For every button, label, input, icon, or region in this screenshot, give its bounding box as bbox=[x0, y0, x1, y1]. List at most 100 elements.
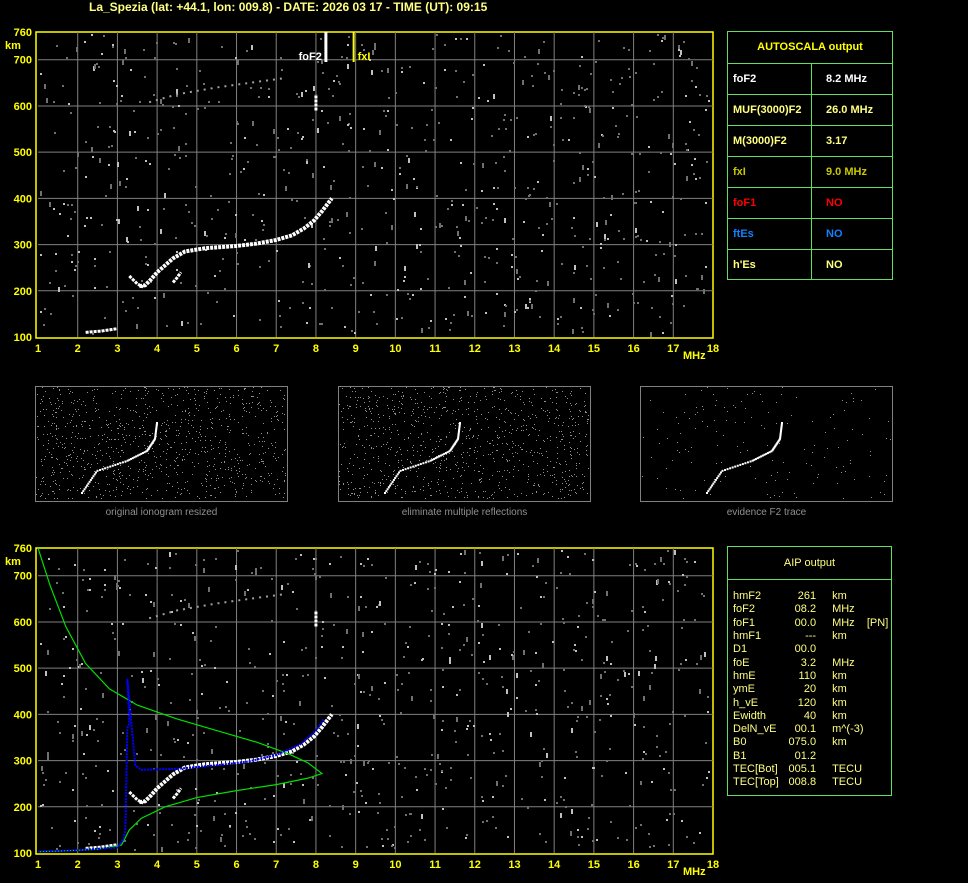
noise-dot bbox=[441, 729, 443, 731]
noise-dot bbox=[44, 84, 46, 89]
noise-dot bbox=[656, 735, 658, 737]
noise-dot bbox=[160, 229, 162, 234]
noise-dot bbox=[481, 414, 482, 415]
noise-dot bbox=[466, 463, 467, 464]
noise-dot bbox=[201, 420, 202, 421]
noise-dot bbox=[610, 715, 612, 717]
noise-dot bbox=[838, 447, 839, 448]
noise-dot bbox=[345, 774, 347, 776]
trace-dot bbox=[739, 463, 742, 466]
noise-dot bbox=[576, 476, 577, 477]
noise-dot bbox=[214, 390, 215, 391]
noise-dot bbox=[430, 439, 431, 440]
noise-dot bbox=[56, 429, 57, 430]
noise-dot bbox=[184, 387, 185, 388]
noise-dot bbox=[165, 435, 166, 436]
noise-dot bbox=[445, 318, 447, 320]
noise-dot bbox=[497, 444, 498, 445]
autoscala-row: M(3000)F2 3.17 bbox=[728, 126, 892, 157]
noise-dot bbox=[271, 473, 272, 474]
noise-dot bbox=[586, 454, 587, 455]
noise-dot bbox=[487, 100, 489, 102]
noise-dot bbox=[681, 627, 683, 629]
noise-dot bbox=[779, 496, 780, 497]
noise-dot bbox=[408, 437, 409, 438]
noise-dot bbox=[49, 202, 51, 207]
noise-dot bbox=[331, 218, 333, 223]
noise-dot bbox=[357, 457, 358, 458]
noise-dot bbox=[507, 470, 508, 471]
noise-dot bbox=[158, 684, 160, 686]
noise-dot bbox=[70, 490, 71, 491]
noise-dot bbox=[540, 596, 542, 598]
noise-dot bbox=[137, 307, 139, 309]
noise-dot bbox=[431, 495, 432, 496]
noise-dot bbox=[343, 446, 344, 447]
noise-dot bbox=[333, 180, 335, 182]
noise-dot bbox=[143, 427, 144, 428]
noise-dot bbox=[111, 439, 112, 440]
noise-dot bbox=[435, 783, 437, 785]
noise-dot bbox=[725, 476, 726, 477]
aip-cell bbox=[832, 750, 867, 763]
noise-dot bbox=[623, 238, 625, 240]
noise-dot bbox=[430, 495, 431, 496]
noise-dot bbox=[433, 463, 434, 464]
noise-dot bbox=[168, 444, 169, 445]
noise-dot bbox=[743, 442, 744, 443]
noise-dot bbox=[745, 408, 746, 409]
noise-dot bbox=[577, 829, 579, 831]
noise-dot bbox=[467, 497, 468, 498]
noise-dot bbox=[104, 584, 106, 586]
noise-dot bbox=[239, 457, 240, 458]
noise-dot bbox=[277, 137, 279, 139]
noise-dot bbox=[349, 232, 351, 234]
noise-dot bbox=[161, 465, 162, 466]
noise-dot bbox=[472, 437, 473, 438]
noise-dot bbox=[115, 439, 116, 440]
noise-dot bbox=[460, 245, 462, 247]
noise-dot bbox=[532, 414, 533, 415]
noise-dot bbox=[413, 445, 414, 446]
noise-dot bbox=[170, 465, 171, 466]
noise-dot bbox=[617, 261, 619, 263]
noise-dot bbox=[371, 497, 372, 498]
noise-dot bbox=[57, 459, 58, 460]
noise-dot bbox=[587, 445, 588, 446]
noise-dot bbox=[85, 777, 87, 779]
noise-dot bbox=[421, 433, 422, 434]
noise-dot bbox=[201, 451, 202, 452]
noise-dot bbox=[547, 438, 548, 439]
noise-dot bbox=[89, 578, 91, 580]
noise-dot bbox=[776, 402, 777, 403]
noise-dot bbox=[50, 402, 51, 403]
noise-dot bbox=[506, 459, 507, 460]
noise-dot bbox=[343, 429, 344, 430]
noise-dot bbox=[157, 678, 159, 680]
trace-dot bbox=[726, 468, 729, 471]
noise-dot bbox=[532, 455, 533, 456]
noise-dot bbox=[657, 96, 659, 98]
noise-dot bbox=[91, 147, 93, 152]
noise-dot bbox=[235, 579, 237, 581]
noise-dot bbox=[209, 465, 210, 466]
noise-dot bbox=[536, 576, 538, 578]
noise-dot bbox=[354, 388, 355, 389]
noise-dot bbox=[486, 399, 487, 400]
noise-dot bbox=[685, 143, 687, 145]
noise-dot bbox=[70, 422, 71, 423]
noise-dot bbox=[404, 276, 406, 278]
noise-dot bbox=[401, 67, 403, 69]
noise-dot bbox=[477, 409, 478, 410]
noise-dot bbox=[207, 402, 208, 403]
noise-dot bbox=[343, 422, 344, 423]
noise-dot bbox=[319, 323, 321, 325]
noise-dot bbox=[493, 187, 495, 189]
noise-dot bbox=[72, 416, 73, 417]
noise-dot bbox=[649, 50, 651, 52]
noise-dot bbox=[207, 466, 208, 467]
noise-dot bbox=[602, 135, 604, 137]
noise-dot bbox=[43, 477, 44, 478]
noise-dot bbox=[760, 394, 761, 395]
noise-dot bbox=[574, 449, 575, 450]
